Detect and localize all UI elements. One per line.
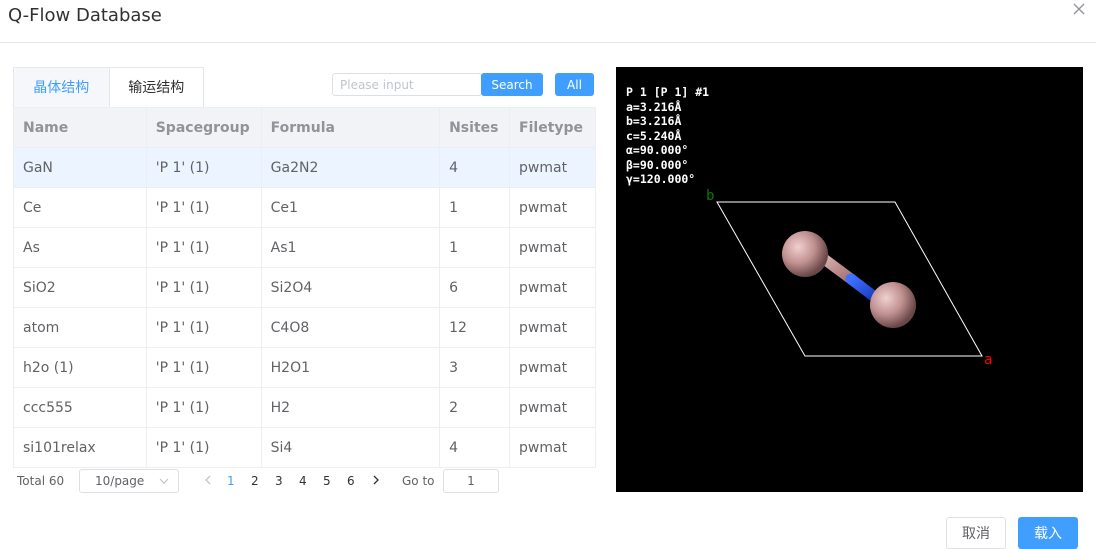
cell-filetype: pwmat [509,267,596,308]
page-size-select[interactable]: 10/page [79,469,179,493]
cell-name: ccc555 [13,387,147,428]
cell-nsites: 12 [439,307,511,348]
cell-nsites: 4 [439,427,511,468]
cell-spacegroup: 'P 1' (1) [146,347,262,388]
search-button[interactable]: Search [481,73,543,96]
cell-formula: Ga2N2 [261,147,441,188]
column-header-name[interactable]: Name [13,107,147,148]
lattice-info-line: γ=120.000° [626,172,696,186]
column-header-formula[interactable]: Formula [261,107,441,148]
chevron-down-icon [158,470,170,499]
cell-formula: Si4 [261,427,441,468]
column-header-spacegroup[interactable]: Spacegroup [146,107,262,148]
page-number-6[interactable]: 6 [347,474,355,488]
page-size-value: 10/page [95,474,145,488]
page-number-4[interactable]: 4 [299,474,307,488]
column-header-filetype[interactable]: Filetype [509,107,596,148]
cell-name: As [13,227,147,268]
pagination: Total 60 10/page 1 2 3 4 5 6 Go to [13,469,596,493]
prev-page-icon[interactable] [203,472,213,492]
cell-nsites: 3 [439,347,511,388]
cell-spacegroup: 'P 1' (1) [146,307,262,348]
axis-b-label: b [706,188,714,204]
close-icon[interactable] [1070,0,1088,18]
page-number-1[interactable]: 1 [227,474,235,488]
structure-tabs: 晶体结构 输运结构 [13,67,204,109]
cell-name: atom [13,307,147,348]
cell-nsites: 2 [439,387,511,428]
crystal-structure-canvas: b a [706,188,992,368]
cancel-button[interactable]: 取消 [946,517,1006,549]
goto-label: Go to [402,474,435,488]
lattice-info-line: c=5.240Å [626,128,682,143]
cell-spacegroup: 'P 1' (1) [146,227,262,268]
table-row[interactable]: Ce 'P 1' (1) Ce1 1 pwmat [13,187,596,228]
cell-name: Ce [13,187,147,228]
lattice-info: P 1 [P 1] #1 a=3.216Å b=3.216Å c=5.240Å … [626,85,709,187]
unit-cell-outline [716,201,983,357]
page-number-5[interactable]: 5 [323,474,331,488]
cell-nsites: 1 [439,187,511,228]
dialog-header: Q-Flow Database [0,0,1096,43]
next-page-icon[interactable] [371,472,381,492]
lattice-info-line: a=3.216Å [626,99,682,114]
cell-filetype: pwmat [509,347,596,388]
cell-spacegroup: 'P 1' (1) [146,387,262,428]
cell-nsites: 6 [439,267,511,308]
structure-table: Name Spacegroup Formula Nsites Filetype … [13,107,596,468]
cell-formula: H2O1 [261,347,441,388]
cell-spacegroup: 'P 1' (1) [146,147,262,188]
tab-transport-structure[interactable]: 输运结构 [108,68,203,109]
cell-filetype: pwmat [509,227,596,268]
table-row[interactable]: atom 'P 1' (1) C4O8 12 pwmat [13,307,596,348]
cell-nsites: 1 [439,227,511,268]
page-number-3[interactable]: 3 [275,474,283,488]
cell-filetype: pwmat [509,427,596,468]
column-header-nsites[interactable]: Nsites [439,107,511,148]
pagination-total: Total 60 [17,474,65,488]
cell-name: h2o (1) [13,347,147,388]
load-button[interactable]: 载入 [1018,517,1078,549]
cell-name: si101relax [13,427,147,468]
cell-formula: Ce1 [261,187,441,228]
cell-spacegroup: 'P 1' (1) [146,187,262,228]
table-row[interactable]: As 'P 1' (1) As1 1 pwmat [13,227,596,268]
table-row[interactable]: ccc555 'P 1' (1) H2 2 pwmat [13,387,596,428]
table-header-row: Name Spacegroup Formula Nsites Filetype [13,107,596,148]
cell-formula: H2 [261,387,441,428]
table-row[interactable]: h2o (1) 'P 1' (1) H2O1 3 pwmat [13,347,596,388]
cell-name: GaN [13,147,147,188]
cell-nsites: 4 [439,147,511,188]
atom-sphere [782,231,828,277]
goto-page-input[interactable] [443,469,499,493]
cell-formula: As1 [261,227,441,268]
all-button[interactable]: All [555,73,594,96]
axis-a-label: a [984,352,992,368]
tab-crystal-structure[interactable]: 晶体结构 [33,80,90,96]
cell-spacegroup: 'P 1' (1) [146,427,262,468]
dialog-title: Q-Flow Database [8,5,162,26]
cell-filetype: pwmat [509,307,596,348]
cell-name: SiO2 [13,267,147,308]
cell-filetype: pwmat [509,147,596,188]
table-row[interactable]: si101relax 'P 1' (1) Si4 4 pwmat [13,427,596,468]
cell-spacegroup: 'P 1' (1) [146,267,262,308]
table-row[interactable]: SiO2 'P 1' (1) Si2O4 6 pwmat [13,267,596,308]
lattice-info-line: β=90.000° [626,157,689,172]
cell-formula: Si2O4 [261,267,441,308]
lattice-info-line: α=90.000° [626,143,689,157]
cell-formula: C4O8 [261,307,441,348]
structure-viewer[interactable]: b a P 1 [P 1] #1 a=3.216Å b=3.216Å c=5.2… [616,67,1083,492]
cell-filetype: pwmat [509,187,596,228]
page-number-2[interactable]: 2 [251,474,259,488]
cell-filetype: pwmat [509,387,596,428]
table-row[interactable]: GaN 'P 1' (1) Ga2N2 4 pwmat [13,147,596,188]
lattice-info-line: b=3.216Å [626,114,682,128]
lattice-info-line: P 1 [P 1] #1 [626,85,710,99]
atom-sphere [870,282,916,328]
search-input[interactable] [332,73,482,96]
